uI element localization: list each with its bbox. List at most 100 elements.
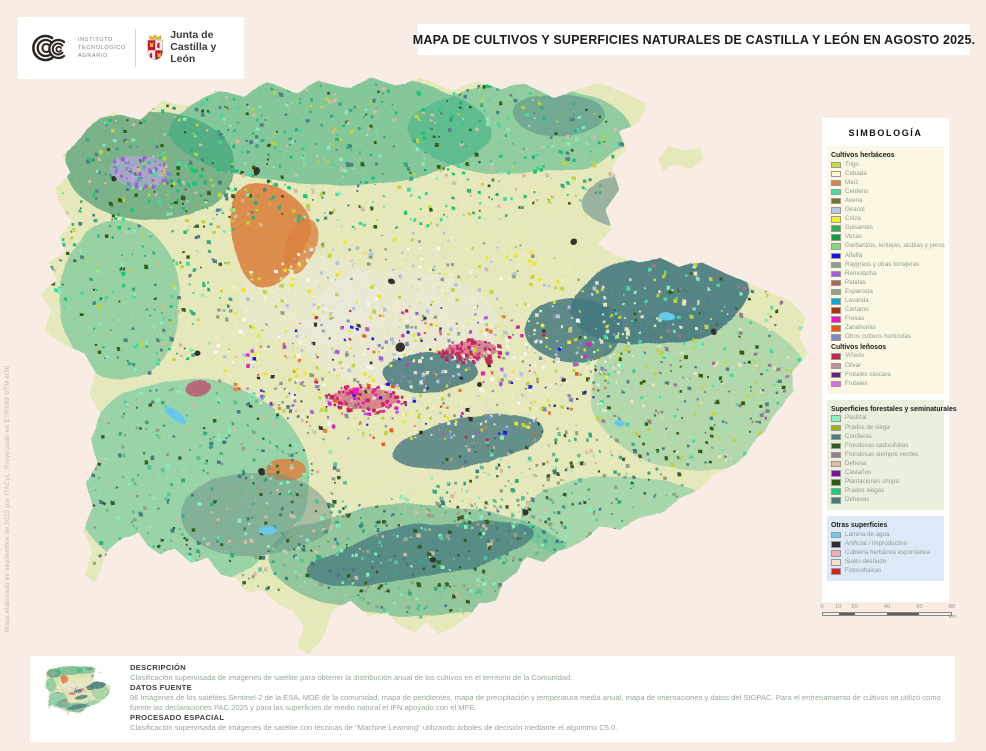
legend-item-label: Garbanzos, lentejas, alubias y yeros [845, 242, 945, 250]
legend-section-header: Cultivos herbáceos [831, 152, 895, 159]
legend-swatch [831, 170, 841, 178]
legend-swatch [831, 325, 841, 332]
legend-item-label: Alfalfa [845, 251, 863, 259]
scalebar-tick: 0 [820, 604, 824, 610]
scalebar-tick: 40 [883, 604, 891, 610]
legend-section-header: Cultivos leñosos [831, 343, 887, 351]
legend-item-label: Maíz [845, 178, 859, 186]
ita-logo-text: INSTITUTO TECNOLÓGICO AGRARIO [78, 36, 126, 60]
legend-item: Prados de siega [831, 423, 940, 432]
legend-swatch [831, 316, 841, 323]
info-texts: DESCRIPCIÓN Clasificación supervisada de… [120, 661, 945, 737]
legend-item-label: Olivar [845, 361, 862, 369]
ita-logo: INSTITUTO TECNOLÓGICO AGRARIO [26, 30, 126, 66]
legend-item: Castaños [831, 469, 940, 477]
legend-item: Otros cultivos hortícolas [831, 334, 940, 341]
legend-item: Centeno [831, 187, 940, 196]
legend-swatch [831, 424, 841, 432]
legend-swatch [831, 460, 841, 468]
legend-swatch [831, 380, 841, 388]
legend-item-label: Fresas [845, 315, 864, 323]
legend-swatch [831, 362, 841, 370]
page-title: MAPA DE CULTIVOS Y SUPERFICIES NATURALES… [412, 32, 976, 47]
description-title: DESCRIPCIÓN [130, 662, 187, 672]
legend-item: Garbanzos, lentejas, alubias y yeros [831, 243, 945, 250]
legend-item: Dehesas [831, 497, 940, 504]
legend-swatch [831, 307, 841, 314]
scalebar: 0 10 20 40 60 80 km [820, 604, 956, 620]
legend-section-header: Otras superficies [831, 522, 888, 530]
legend-item-label: Frutales [845, 379, 868, 387]
legend-item: Suelo desnudo [831, 559, 940, 566]
scalebar-tick: 10 [835, 604, 842, 610]
legend-item-label: Otros cultivos hortícolas [845, 333, 912, 341]
legend-item: Patatas [831, 279, 940, 287]
datos-fuente-title: DATOS FUENTE [130, 683, 192, 693]
legend-item-label: Prados siegas [845, 487, 885, 495]
legend-item: Alfalfa [831, 251, 940, 260]
legend-item: Coníferas [831, 433, 940, 441]
legend-item: Frutales cáscara [831, 371, 940, 379]
legend-swatch [831, 451, 841, 459]
legend-item: Lavanda [831, 297, 940, 305]
procesado-title: PROCESADO ESPACIAL [130, 713, 225, 723]
procesado-text: Clasificación supervisada de imágenes de… [130, 723, 618, 733]
legend-item-label: Raygrass y otras forrajeras [845, 260, 920, 268]
legend-item: Fotovoltaicas [831, 568, 940, 575]
legend-item: Fresas [831, 316, 940, 323]
legend-swatch [831, 234, 841, 241]
legend-swatch [831, 207, 841, 214]
legend-item-label: Prados de siega [845, 423, 890, 431]
legend-panel: Cultivos herbáceos Trigo Cebada Maíz Centeno… [827, 146, 945, 394]
legend-swatch [831, 298, 841, 305]
side-note: Mapa elaborado en septiembre de 2025 por… [4, 365, 11, 632]
legend-title: SIMBOLOGÍA [848, 128, 923, 138]
legend-swatch [831, 161, 841, 169]
legend-item: Cubierta herbácea espontánea [831, 550, 940, 557]
legend-item: Avena [831, 197, 940, 205]
legend-swatch [831, 415, 841, 422]
legend-swatch [831, 371, 841, 379]
legend-swatch [831, 488, 841, 495]
legend-item: Remolacha [831, 270, 940, 278]
title-bar: MAPA DE CULTIVOS Y SUPERFICIES NATURALES… [413, 24, 975, 55]
legend-item-label: Artificial / Improductivo [845, 540, 908, 548]
legend-item-label: Colza [845, 215, 861, 223]
legend-item-label: Lámina de agua [845, 530, 890, 538]
legend-item-label: Fotovoltaicas [845, 567, 882, 575]
junta-logo: Junta de Castilla y León [145, 30, 236, 65]
legend-item-label: Cártamo [845, 306, 869, 314]
legend-item-label: Castaños [845, 469, 872, 476]
legend-swatch [831, 270, 841, 278]
legend-item-label: Zanahorias [845, 324, 876, 332]
legend-item-label: Plantaciones chopo [845, 478, 900, 486]
legend-item-label: Pastizal [845, 414, 867, 422]
legend-item: Viñedo [831, 353, 940, 360]
legend-swatch [831, 279, 841, 287]
logo-divider [134, 29, 136, 67]
logo-card: INSTITUTO TECNOLÓGICO AGRARIO [18, 17, 244, 79]
legend-item-label: Centeno [845, 187, 869, 195]
minimap-castilla-y-leon [43, 665, 113, 717]
description-text: Clasificación supervisada de imágenes de… [130, 672, 573, 682]
legend-item-label: Lavanda [845, 297, 869, 304]
scalebar-tick: 20 [851, 604, 858, 610]
datos-fuente-text: 96 Imágenes de los satélites Sentinel-2 … [130, 693, 941, 712]
legend-swatch [831, 197, 841, 205]
scalebar-tick: 80 [948, 604, 956, 610]
legend-swatch [831, 433, 841, 441]
legend-swatch [831, 541, 841, 548]
legend-item: Raygrass y otras forrajeras [831, 260, 940, 269]
legend-swatch [831, 179, 841, 187]
legend-swatch [831, 531, 841, 539]
legend-swatch [831, 334, 841, 341]
junta-shield-icon [147, 33, 163, 60]
scalebar-bar [822, 612, 952, 616]
legend-item: Esparceta [831, 288, 940, 296]
legend-swatch [831, 261, 841, 269]
legend-panels: Cultivos herbáceos Trigo Cebada Maíz Centeno… [826, 146, 957, 582]
legend-swatch [831, 243, 841, 250]
scalebar-tick: 60 [916, 604, 923, 610]
